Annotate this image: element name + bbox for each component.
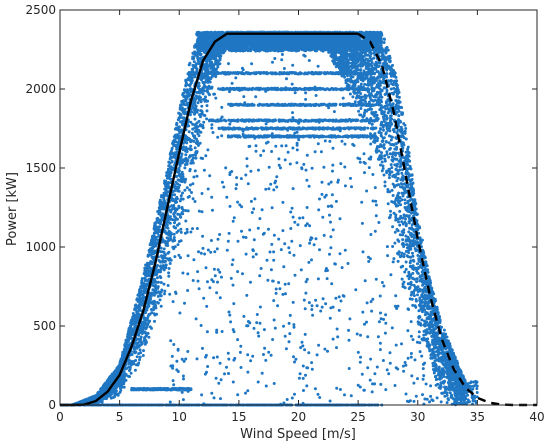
- x-tick-label: 10: [172, 410, 187, 424]
- y-axis-label: Power [kW]: [5, 172, 20, 246]
- x-tick-label: 5: [116, 410, 124, 424]
- y-tick-label: 2500: [25, 3, 56, 17]
- power-curve-line: [60, 32, 359, 407]
- y-tick-label: 1000: [25, 240, 56, 254]
- y-tick-label: 2000: [25, 82, 56, 96]
- x-ticks: 0 5 10 15 20 25 30 35 40: [56, 10, 545, 424]
- x-tick-label: 15: [231, 410, 246, 424]
- y-ticks: 0 500 1000 1500 2000 2500: [25, 3, 537, 412]
- y-tick-label: 1500: [25, 161, 56, 175]
- y-tick-label: 0: [48, 398, 56, 412]
- x-tick-label: 35: [470, 410, 485, 424]
- x-axis-label: Wind Speed [m/s]: [240, 427, 356, 442]
- x-tick-label: 40: [529, 410, 544, 424]
- cutout-curve-line: [357, 32, 537, 407]
- x-tick-label: 25: [350, 410, 365, 424]
- x-tick-label: 20: [291, 410, 306, 424]
- x-tick-label: 30: [410, 410, 425, 424]
- x-tick-label: 0: [56, 410, 64, 424]
- y-tick-label: 500: [33, 319, 56, 333]
